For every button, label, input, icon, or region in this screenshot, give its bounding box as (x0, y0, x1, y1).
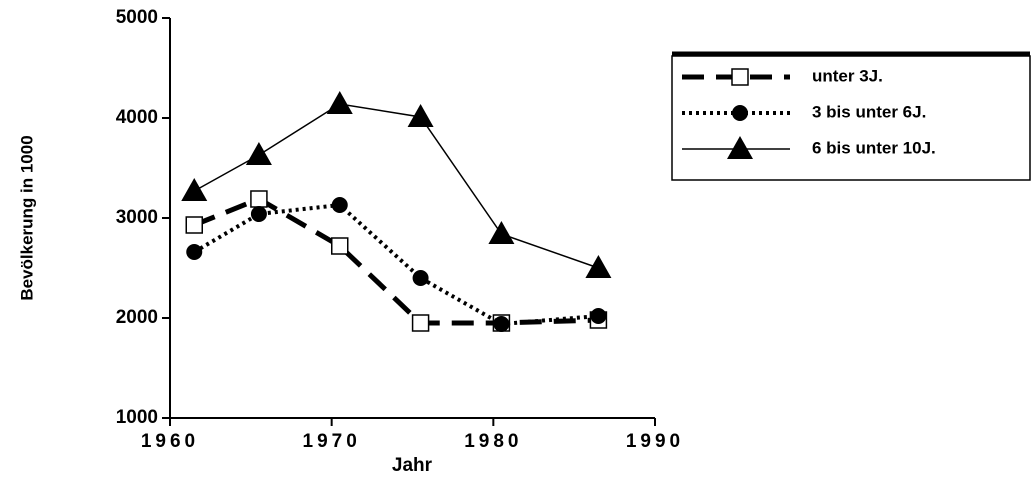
y-tick-label: 2000 (116, 307, 158, 328)
marker (585, 255, 612, 278)
legend-marker (731, 68, 749, 86)
x-axis-label: Jahr (392, 455, 433, 476)
x-tick-label: 1990 (626, 431, 684, 452)
series-line (193, 103, 599, 269)
marker (488, 221, 515, 244)
x-tick-label: 1960 (141, 431, 199, 452)
series-line (193, 202, 599, 327)
y-tick-label: 1000 (116, 407, 158, 428)
y-axis-label: Bevölkerung in 1000 (17, 135, 36, 300)
marker (185, 216, 203, 234)
legend-label: unter 3J. (812, 66, 883, 85)
y-tick-label: 3000 (116, 207, 158, 228)
legend-label: 3 bis unter 6J. (812, 102, 926, 121)
marker (245, 142, 272, 165)
x-tick-label: 1970 (303, 431, 361, 452)
marker (493, 316, 510, 332)
legend-marker (727, 136, 753, 159)
series-line (193, 196, 599, 326)
y-tick-label: 4000 (116, 107, 158, 128)
legend-marker (732, 105, 748, 121)
marker (181, 178, 208, 201)
x-tick-label: 1980 (464, 431, 522, 452)
marker (590, 308, 607, 324)
marker (250, 190, 268, 208)
legend-label: 6 bis unter 10J. (812, 138, 936, 157)
marker (331, 237, 349, 255)
y-tick-label: 5000 (116, 7, 158, 28)
marker (411, 314, 430, 332)
marker (186, 244, 203, 260)
marker (412, 270, 429, 286)
marker (407, 104, 434, 127)
marker (326, 91, 353, 114)
marker (250, 206, 267, 222)
marker (331, 197, 348, 213)
